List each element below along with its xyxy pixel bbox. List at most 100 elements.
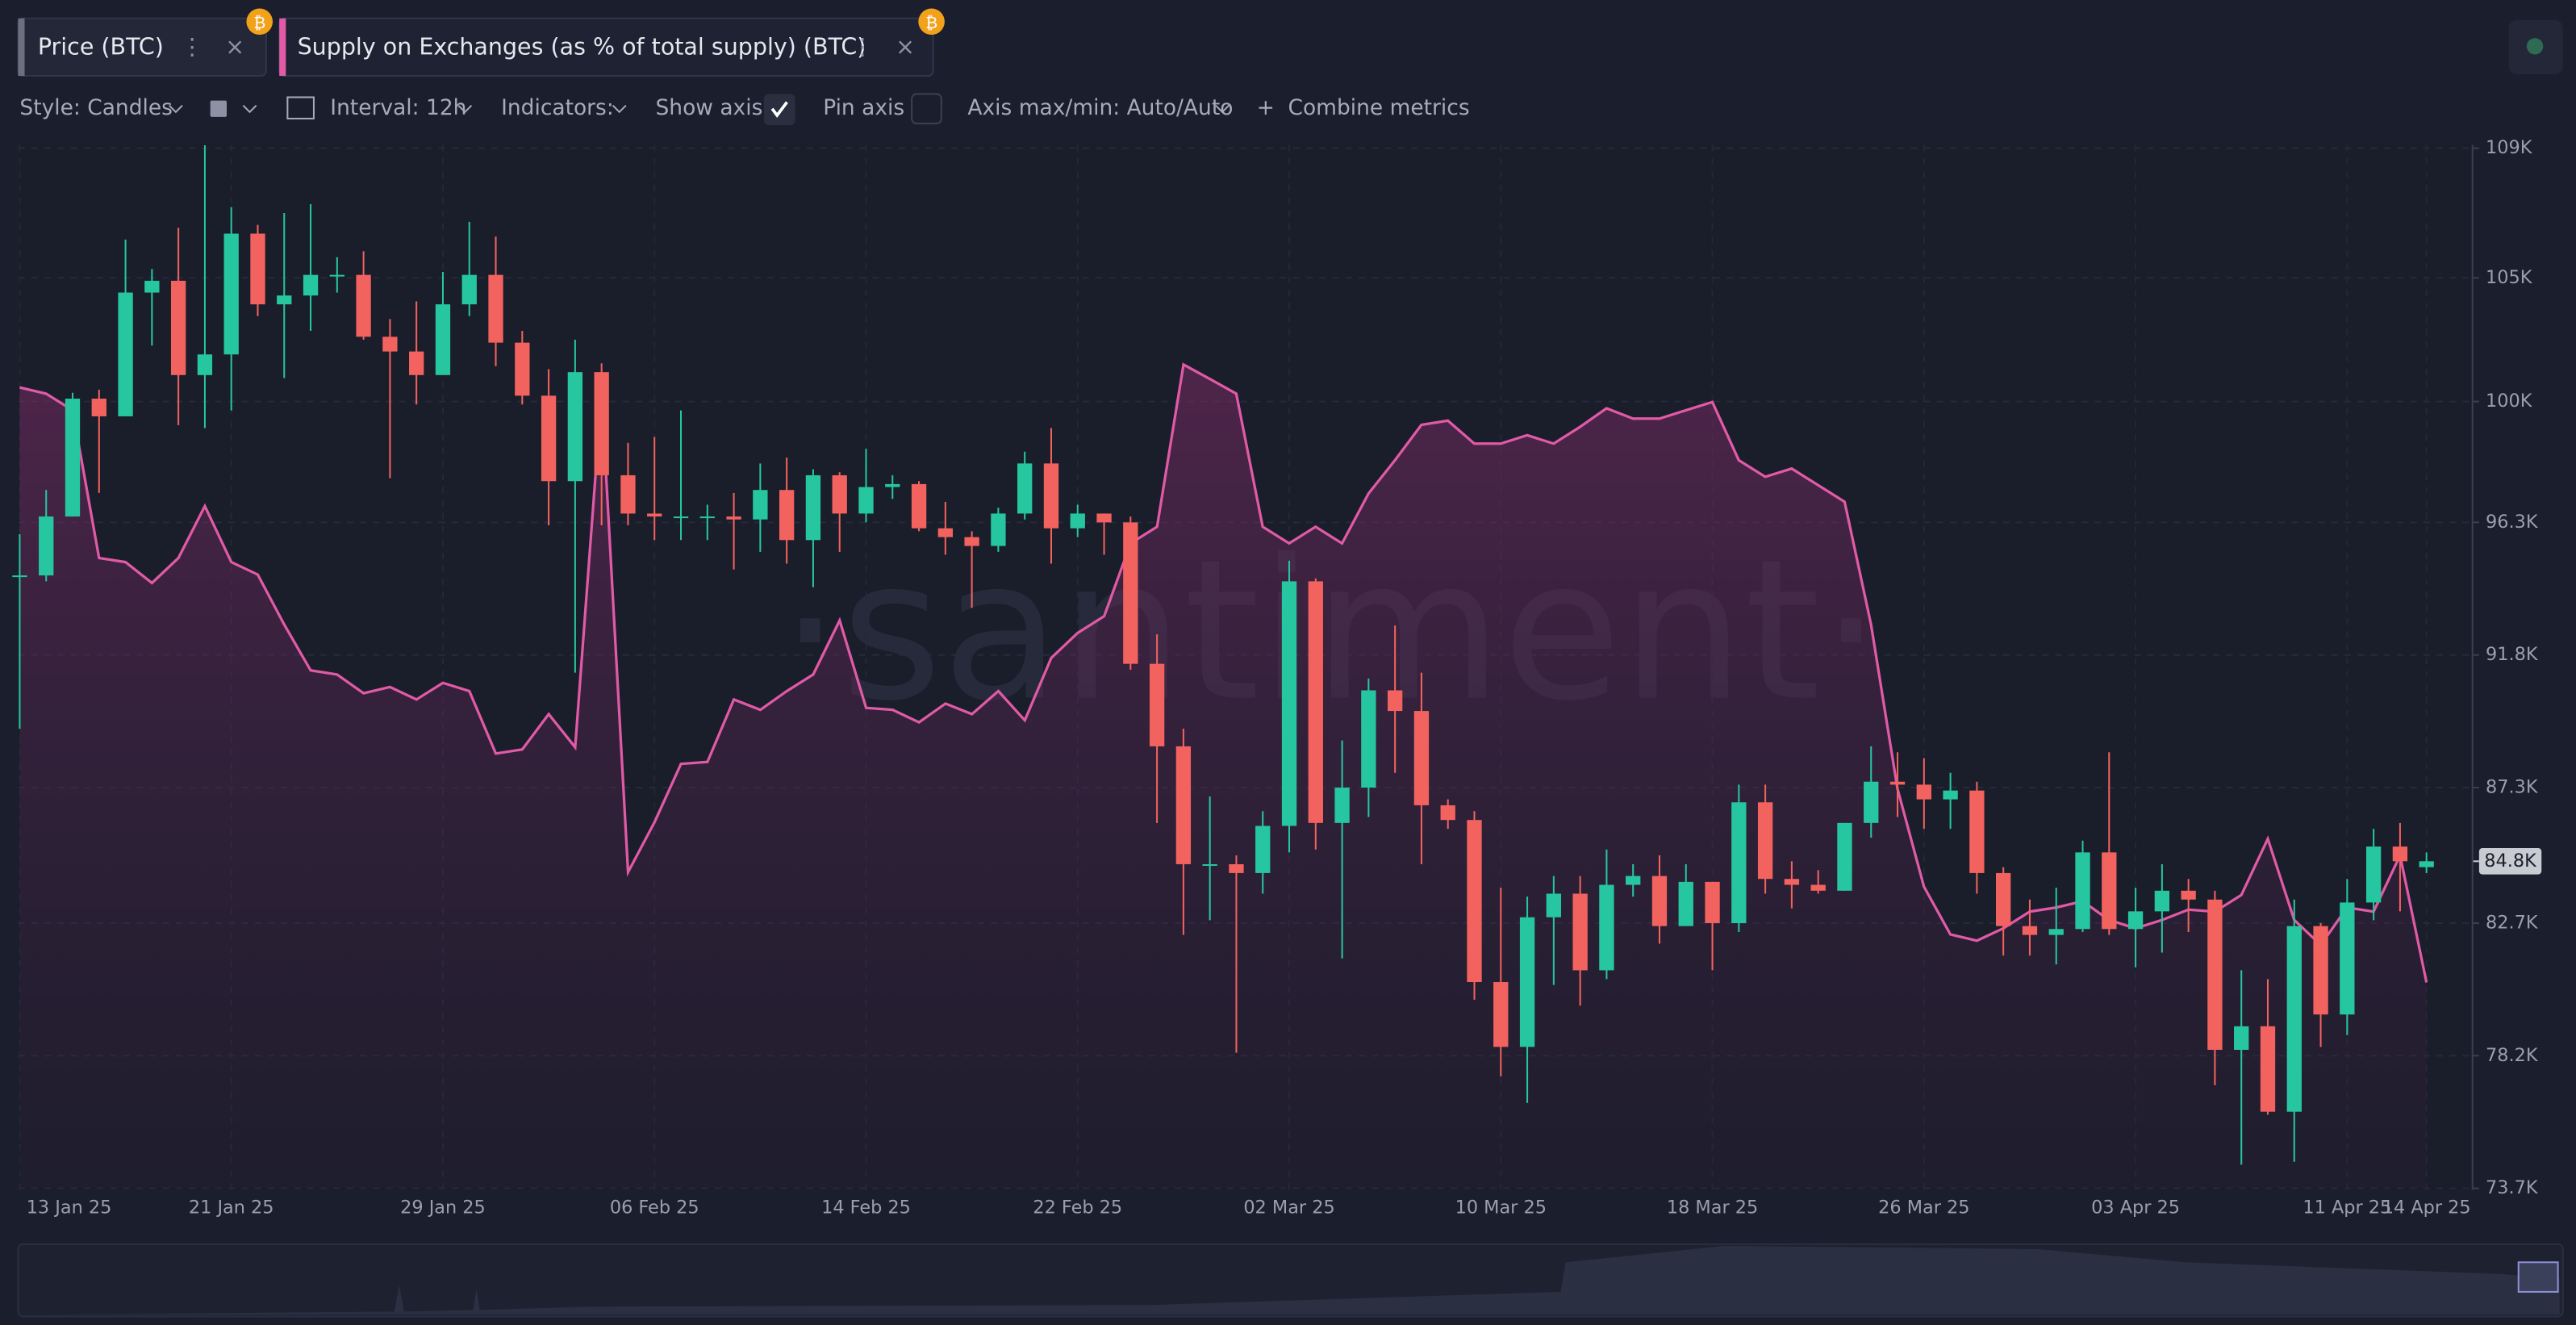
- candles: [12, 144, 2434, 1165]
- navigator-handle[interactable]: [2517, 1261, 2559, 1293]
- candle-body: [937, 528, 954, 537]
- candle-body: [647, 513, 662, 517]
- candle-body: [753, 490, 768, 520]
- status-dot: [2526, 38, 2544, 55]
- candle-body: [2127, 911, 2144, 930]
- x-tick-label: 13 Jan 25: [27, 1198, 112, 1218]
- candle-body: [515, 342, 530, 396]
- candle-body: [991, 513, 1006, 546]
- candle-body: [2365, 846, 2382, 903]
- area-fill: [19, 364, 2427, 1189]
- tab-close[interactable]: ×: [896, 33, 915, 60]
- navigator[interactable]: [17, 1243, 2564, 1318]
- x-tick-label: 22 Feb 25: [1033, 1198, 1122, 1218]
- tab-menu[interactable]: ⋮: [851, 33, 875, 60]
- x-tick-label: 11 Apr 25: [2303, 1198, 2391, 1218]
- tab-stripe: [279, 18, 286, 77]
- tab[interactable]: Price (BTC) ⋮ × ₿: [17, 8, 273, 77]
- candle-body: [1043, 463, 1059, 529]
- chevron: [169, 104, 183, 114]
- navigator-area: [19, 1245, 2560, 1315]
- candle-body: [1599, 884, 1614, 971]
- candle-body: [1996, 872, 2011, 926]
- x-tick-label: 21 Jan 25: [189, 1198, 274, 1218]
- candle-body: [858, 487, 874, 514]
- candle-body: [1889, 781, 1906, 785]
- candle-body: [1546, 893, 1562, 917]
- candle-body: [2048, 929, 2064, 935]
- tab-close[interactable]: ×: [225, 33, 244, 60]
- btc-icon: [918, 8, 945, 36]
- x-tick-label: 29 Jan 25: [400, 1198, 486, 1218]
- chevron: [612, 104, 627, 114]
- candle-body: [2340, 902, 2355, 1015]
- candle-body: [1757, 802, 1773, 880]
- y-tick-label: 78.2K: [2486, 1045, 2539, 1066]
- candle-body: [1519, 917, 1535, 1047]
- candle-body: [1334, 788, 1350, 823]
- candle-body: [12, 575, 27, 578]
- candle-body: [2075, 852, 2090, 930]
- candle-body: [2154, 890, 2170, 912]
- candle-body: [382, 336, 398, 352]
- candle-body: [435, 304, 451, 375]
- combine-metrics[interactable]: Combine metrics: [1288, 95, 1470, 120]
- x-tick-label: 06 Feb 25: [610, 1198, 699, 1218]
- candle-body: [170, 280, 186, 375]
- candle-body: [1096, 513, 1112, 523]
- pin-axis-checkbox[interactable]: [911, 93, 942, 125]
- candle-body: [1361, 690, 1376, 788]
- candle-body: [1413, 711, 1430, 805]
- x-tick-label: 03 Apr 25: [2091, 1198, 2180, 1218]
- tab-stripe: [18, 18, 25, 77]
- interval-select[interactable]: Interval: 12h: [330, 95, 466, 120]
- candle-body: [885, 483, 900, 487]
- last-price-label: 84.8K: [2484, 851, 2537, 871]
- y-tick-label: 73.7K: [2486, 1177, 2539, 1198]
- candle-body: [223, 233, 239, 355]
- indicators-select[interactable]: Indicators:: [501, 95, 614, 120]
- candle-body: [1943, 790, 1958, 800]
- axes: 73.7K 78.2K 82.7K 87.3K 91.8K 96.3K 100K 105K 10…: [27, 137, 2542, 1218]
- candle-body: [39, 516, 54, 576]
- candle-body: [1229, 863, 1244, 873]
- toolbar: Style: Candles Interval: 12h Indicators:…: [19, 93, 1470, 126]
- axis-range-select[interactable]: Axis max/min: Auto/Auto: [967, 95, 1233, 120]
- candle-body: [2207, 899, 2223, 1051]
- candle-body: [1493, 982, 1509, 1047]
- candle-body: [91, 399, 106, 416]
- color-swatch[interactable]: [210, 100, 228, 117]
- tab[interactable]: Supply on Exchanges (as % of total suppl…: [278, 8, 945, 77]
- chevron: [457, 104, 473, 114]
- tab-label: Supply on Exchanges (as % of total suppl…: [298, 33, 866, 60]
- candle-body: [832, 474, 847, 514]
- interval-icon: [286, 96, 315, 119]
- chevron: [242, 104, 257, 114]
- candle-body: [1175, 746, 1192, 864]
- candle-body: [726, 516, 741, 520]
- tab-menu[interactable]: ⋮: [181, 33, 203, 60]
- x-tick-label: 26 Mar 25: [1878, 1198, 1969, 1218]
- y-tick-label: 100K: [2486, 391, 2533, 412]
- candle-body: [144, 280, 160, 293]
- style-select[interactable]: Style: Candles: [19, 95, 173, 120]
- candle-body: [1969, 790, 1985, 873]
- candle-body: [1467, 820, 1482, 983]
- candle-body: [1123, 522, 1138, 664]
- candle-body: [805, 474, 821, 541]
- candle-body: [1255, 826, 1271, 873]
- candle-body: [2022, 926, 2038, 935]
- x-tick-label: 18 Mar 25: [1667, 1198, 1758, 1218]
- candle-body: [1864, 781, 1879, 823]
- candle-body: [1017, 463, 1033, 514]
- candle-body: [1440, 805, 1455, 821]
- candle-body: [2419, 861, 2434, 867]
- candle-body: [779, 490, 795, 541]
- candle-body: [277, 295, 292, 305]
- line: [19, 362, 2428, 983]
- candle-body: [356, 274, 371, 337]
- pin-axis-label: Pin axis: [823, 95, 904, 120]
- candle-body: [1308, 581, 1323, 823]
- candle-body: [2260, 1026, 2276, 1112]
